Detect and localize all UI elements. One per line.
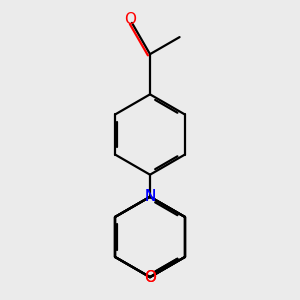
- Text: O: O: [144, 270, 156, 285]
- Text: O: O: [124, 12, 136, 27]
- Text: O: O: [144, 270, 156, 285]
- Text: N: N: [144, 189, 156, 204]
- Text: N: N: [144, 189, 156, 204]
